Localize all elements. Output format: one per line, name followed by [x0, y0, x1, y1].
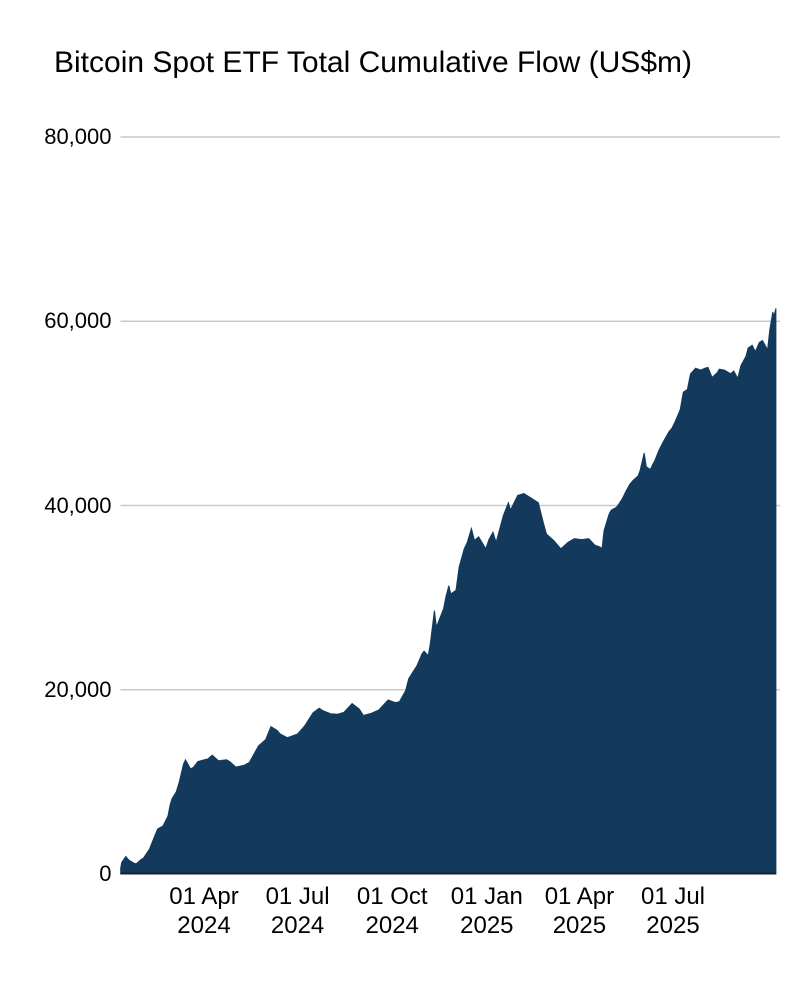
x-tick-label: 01 Jul 2024 [238, 882, 358, 940]
y-tick-label: 0 [99, 861, 112, 886]
y-tick-label: 60,000 [44, 308, 112, 334]
y-tick-label: 40,000 [44, 492, 112, 518]
x-tick-line2: 2025 [460, 912, 514, 939]
x-tick-line2: 2024 [270, 912, 325, 939]
y-tick-label: 80,000 [44, 124, 112, 149]
x-tick-line2: 2024 [177, 912, 231, 939]
x-tick-line1: 01 Apr [169, 883, 239, 910]
x-tick-label: 01 Apr 2025 [519, 882, 639, 940]
x-tick-line1: 01 Apr [544, 883, 615, 910]
x-tick-label: 01 Apr 2024 [144, 882, 264, 940]
x-tick-label: 01 Oct 2024 [332, 882, 452, 940]
y-tick-label: 20,000 [44, 676, 112, 702]
chart-title: Bitcoin Spot ETF Total Cumulative Flow (… [54, 46, 692, 79]
x-tick-line1: 01 Jan [450, 883, 523, 910]
x-tick-line2: 2024 [365, 912, 419, 939]
x-tick-line2: 2025 [552, 912, 607, 939]
x-tick-line1: 01 Jul [640, 883, 706, 910]
x-tick-line1: 01 Oct [356, 883, 428, 910]
x-tick-label: 01 Jan 2025 [427, 882, 547, 940]
x-tick-line1: 01 Jul [265, 883, 330, 910]
cumulative-flow-area [120, 308, 777, 875]
x-tick-label: 01 Jul 2025 [613, 882, 733, 940]
x-tick-line2: 2025 [646, 912, 700, 939]
